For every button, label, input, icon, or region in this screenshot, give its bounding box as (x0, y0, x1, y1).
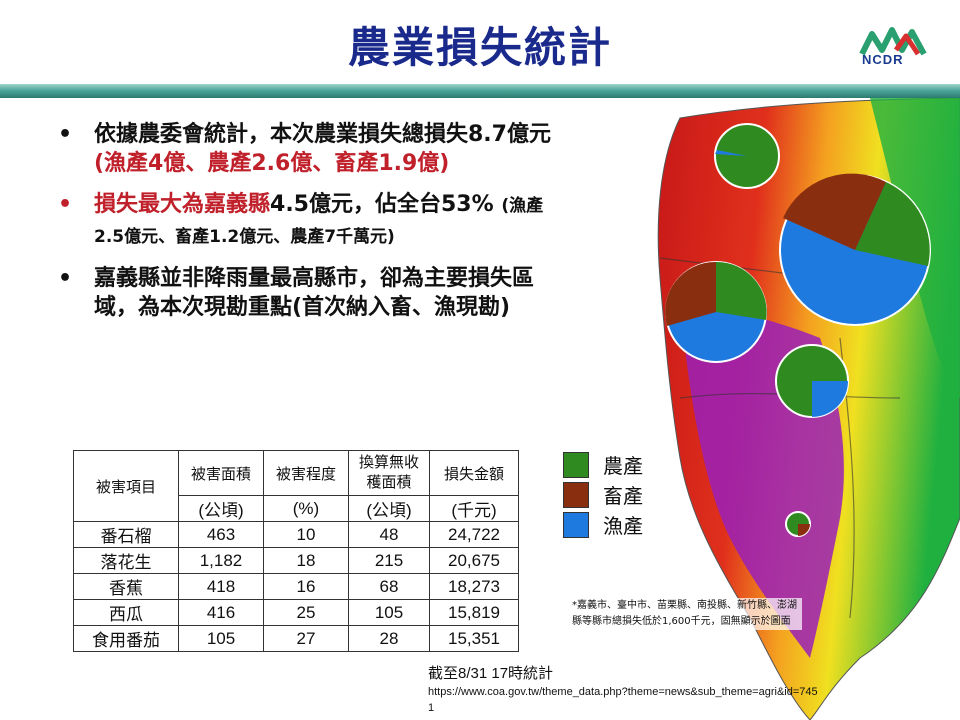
header-band (0, 84, 960, 98)
table-cell: 番石榴 (73, 521, 179, 548)
table-cell: 27 (263, 625, 349, 652)
bullet-2-highlight: 損失最大為嘉義縣 (94, 192, 271, 217)
map-legend: 農產 畜產 漁產 (563, 450, 643, 540)
table-unit: (%) (263, 495, 349, 522)
table-cell: 28 (348, 625, 430, 652)
loss-table: 被害項目 被害面積 被害程度 換算無收穫面積 損失金額 (公頃) (%) (公頃… (73, 450, 519, 652)
table-cell: 215 (348, 547, 430, 574)
table-cell: 418 (178, 573, 264, 600)
bullet-3-text: 嘉義縣並非降雨量最高縣市，卻為主要損失區域，為本次現勘重點(首次納入畜、漁現勘) (94, 266, 535, 320)
table-cell: 食用番茄 (73, 625, 179, 652)
table-cell: 416 (178, 599, 264, 626)
legend-label: 畜產 (603, 484, 643, 508)
bullet-item: • 嘉義縣並非降雨量最高縣市，卻為主要損失區域，為本次現勘重點(首次納入畜、漁現… (58, 264, 558, 322)
title-bar: 農業損失統計 NCDR (0, 0, 960, 98)
rainfall-loss-map (657, 98, 960, 720)
table-cell: 463 (178, 521, 264, 548)
as-of-text: 截至8/31 17時統計 (428, 665, 554, 682)
ncdr-logo-icon (859, 27, 927, 56)
table-cell: 1,182 (178, 547, 264, 574)
bullet-2-detail: (漁產2.5億元、畜產1.2億元、農產7千萬元) (94, 196, 544, 247)
table-unit: (千元) (429, 495, 519, 522)
bullet-1-detail: (漁產4億、農產2.6億、畜產1.9億) (94, 151, 450, 176)
table-cell: 18 (263, 547, 349, 574)
table-header: 換算無收穫面積 (348, 450, 430, 496)
table-cell: 18,273 (429, 573, 519, 600)
table-unit: (公頃) (178, 495, 264, 522)
bullet-dot: • (58, 266, 73, 291)
bullet-2-text: 4.5億元，佔全台53% (270, 192, 494, 217)
table-cell: 15,351 (429, 625, 519, 652)
table-row: 落花生 1,182 18 215 20,675 (73, 547, 519, 574)
table-header: 被害程度 (263, 450, 349, 496)
table-cell: 20,675 (429, 547, 519, 574)
bullet-item: • 損失最大為嘉義縣4.5億元，佔全台53% (漁產2.5億元、畜產1.2億元、… (58, 190, 558, 252)
legend-label: 農產 (603, 454, 643, 478)
table-unit: (公頃) (348, 495, 430, 522)
table-cell: 16 (263, 573, 349, 600)
pie-chart-pingtung (785, 511, 811, 537)
pie-chart-chiayi (664, 261, 767, 363)
table-cell: 68 (348, 573, 430, 600)
legend-swatch (563, 451, 589, 478)
table-cell: 香蕉 (73, 573, 179, 600)
table-cell: 15,819 (429, 599, 519, 626)
table-header: 被害面積 (178, 450, 264, 496)
bullet-dot: • (58, 192, 73, 217)
table-row: 番石榴 463 10 48 24,722 (73, 521, 519, 548)
table-cell: 24,722 (429, 521, 519, 548)
map-footnote: *嘉義市、臺中市、苗栗縣、南投縣、新竹縣、澎湖縣等縣市總損失低於1,600千元，… (572, 598, 802, 630)
table-header: 被害項目 (73, 450, 179, 522)
legend-swatch (563, 511, 589, 538)
legend-label: 漁產 (603, 514, 643, 538)
legend-swatch (563, 481, 589, 508)
table-cell: 48 (348, 521, 430, 548)
table-row: 食用番茄 105 27 28 15,351 (73, 625, 519, 652)
bullet-dot: • (58, 122, 73, 147)
table-row: 西瓜 416 25 105 15,819 (73, 599, 519, 626)
table-unit-row: (公頃) (%) (公頃) (千元) (74, 495, 519, 522)
legend-item: 漁產 (563, 510, 643, 539)
table-cell: 25 (263, 599, 349, 626)
page-title: 農業損失統計 (347, 23, 612, 72)
bullet-1-text: 依據農委會統計，本次農業損失總損失8.7億元 (94, 122, 551, 147)
table-cell: 西瓜 (73, 599, 179, 626)
bullet-list: • 依據農委會統計，本次農業損失總損失8.7億元 (漁產4億、農產2.6億、畜產1… (58, 120, 558, 334)
legend-item: 農產 (563, 450, 643, 479)
table-cell: 落花生 (73, 547, 179, 574)
pie-chart-large (779, 173, 931, 326)
table-cell: 10 (263, 521, 349, 548)
table-row: 香蕉 418 16 68 18,273 (73, 573, 519, 600)
logo-text: NCDR (862, 52, 904, 67)
table-cell: 105 (348, 599, 430, 626)
bullet-item: • 依據農委會統計，本次農業損失總損失8.7億元 (漁產4億、農產2.6億、畜產1… (58, 120, 558, 178)
pie-chart-north (714, 123, 780, 189)
table-header: 損失金額 (429, 450, 519, 496)
table-cell: 105 (178, 625, 264, 652)
table-header-row: 被害項目 被害面積 被害程度 換算無收穫面積 損失金額 (73, 450, 519, 522)
legend-item: 畜產 (563, 480, 643, 509)
pie-chart-tainan (775, 344, 849, 418)
source-link[interactable]: https://www.coa.gov.tw/theme_data.php?th… (428, 686, 818, 714)
